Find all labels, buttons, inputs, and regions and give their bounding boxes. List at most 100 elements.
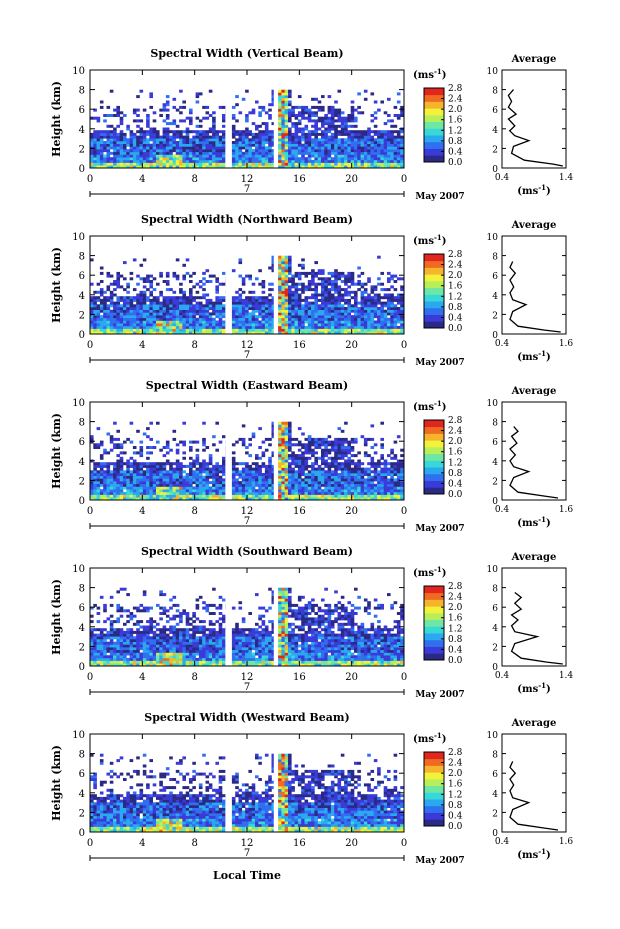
heatmap-cell <box>156 470 160 474</box>
heatmap-cell <box>182 274 186 278</box>
heatmap-cell <box>344 470 348 474</box>
heatmap-cell <box>126 489 130 493</box>
heatmap-cell <box>334 290 338 294</box>
heatmap-cell <box>373 325 378 329</box>
heatmap-cell <box>291 456 295 460</box>
heatmap-cell <box>179 475 183 479</box>
heatmap-cell <box>251 143 256 147</box>
heatmap-cell <box>139 497 144 501</box>
heatmap-cell <box>185 304 190 308</box>
heatmap-cell <box>215 467 219 471</box>
heatmap-cell <box>354 317 358 321</box>
heatmap-cell <box>363 288 368 292</box>
heatmap-cell <box>212 325 216 329</box>
heatmap-cell <box>152 483 157 487</box>
heatmap-cell <box>123 451 127 455</box>
heatmap-cell <box>251 328 256 332</box>
heatmap-cell <box>93 290 97 294</box>
heatmap-cell <box>248 154 252 158</box>
heatmap-cell <box>324 470 328 474</box>
heatmap-cell <box>126 312 130 316</box>
heatmap-cell <box>179 149 183 153</box>
heatmap-cell <box>307 280 312 283</box>
heatmap-cell <box>396 138 401 142</box>
heatmap-cell <box>159 307 163 310</box>
heatmap-cell <box>373 159 378 163</box>
heatmap-cell <box>284 258 289 262</box>
heatmap-cell <box>377 282 381 286</box>
heatmap-cell <box>288 486 292 490</box>
heatmap-cell <box>165 130 170 134</box>
heatmap-cell <box>261 285 266 289</box>
heatmap-cell <box>169 481 173 485</box>
heatmap-cell <box>208 470 213 474</box>
heatmap-cell <box>212 122 216 126</box>
heatmap-cell <box>291 307 295 310</box>
heatmap-cell <box>350 328 355 332</box>
heatmap-cell <box>248 491 252 495</box>
heatmap-cell <box>377 108 381 112</box>
heatmap-cell <box>189 462 193 466</box>
heatmap-cell <box>390 149 394 153</box>
heatmap-cell <box>139 494 144 498</box>
heatmap-cell <box>156 151 160 155</box>
heatmap-cell <box>93 473 97 476</box>
heatmap-cell <box>241 298 246 302</box>
heatmap-cell <box>159 478 163 482</box>
heatmap-cell <box>294 151 299 155</box>
heatmap-cell <box>321 451 325 455</box>
heatmap-cell <box>152 462 157 466</box>
heatmap-cell <box>304 491 309 495</box>
heatmap-cell <box>284 451 289 455</box>
heatmap-cell <box>337 165 342 169</box>
heatmap-cell <box>132 475 137 479</box>
heatmap-cell <box>288 301 292 305</box>
heatmap-cell <box>185 309 190 313</box>
heatmap-cell <box>116 282 120 286</box>
heatmap-cell <box>363 331 368 335</box>
heatmap-cell <box>202 478 206 482</box>
heatmap-cell <box>142 146 147 150</box>
heatmap-cell <box>307 328 312 332</box>
heatmap-cell <box>340 451 345 455</box>
heatmap-cell <box>297 111 302 115</box>
heatmap-cell <box>132 132 137 136</box>
heatmap-cell <box>182 296 186 300</box>
heatmap-cell <box>159 489 163 493</box>
heatmap-cell <box>195 307 200 310</box>
heatmap-cell <box>192 475 196 479</box>
heatmap-cell <box>301 497 305 501</box>
heatmap-cell <box>248 470 252 474</box>
heatmap-cell <box>126 141 130 144</box>
heatmap-cell <box>146 328 150 332</box>
heatmap-cell <box>357 451 361 455</box>
heatmap-cell <box>169 317 173 321</box>
heatmap-cell <box>235 317 239 321</box>
heatmap-cell <box>136 304 140 308</box>
heatmap-cell <box>119 489 124 493</box>
heatmap-cell <box>136 451 140 455</box>
heatmap-cell <box>281 437 285 441</box>
heatmap-cell <box>360 146 365 150</box>
heatmap-cell <box>129 138 134 142</box>
heatmap-cell <box>175 462 180 466</box>
heatmap-cell <box>377 301 381 305</box>
heatmap-cell <box>182 325 186 329</box>
heatmap-cell <box>278 429 282 433</box>
heatmap-cell <box>281 165 285 169</box>
heatmap-cell <box>363 151 368 155</box>
heatmap-cell <box>350 309 355 313</box>
heatmap-cell <box>337 325 342 329</box>
heatmap-cell <box>126 165 130 169</box>
heatmap-cell <box>142 464 147 468</box>
heatmap-cell <box>189 483 193 487</box>
heatmap-cell <box>337 483 342 487</box>
heatmap-cell <box>278 263 282 267</box>
panel-title: Spectral Width (Northward Beam) <box>141 213 353 226</box>
heatmap-cell <box>317 470 322 474</box>
heatmap-cell <box>136 301 140 305</box>
heatmap-cell <box>162 159 167 163</box>
heatmap-cell <box>212 320 216 324</box>
heatmap-cell <box>340 151 345 155</box>
heatmap-cell <box>334 312 338 316</box>
